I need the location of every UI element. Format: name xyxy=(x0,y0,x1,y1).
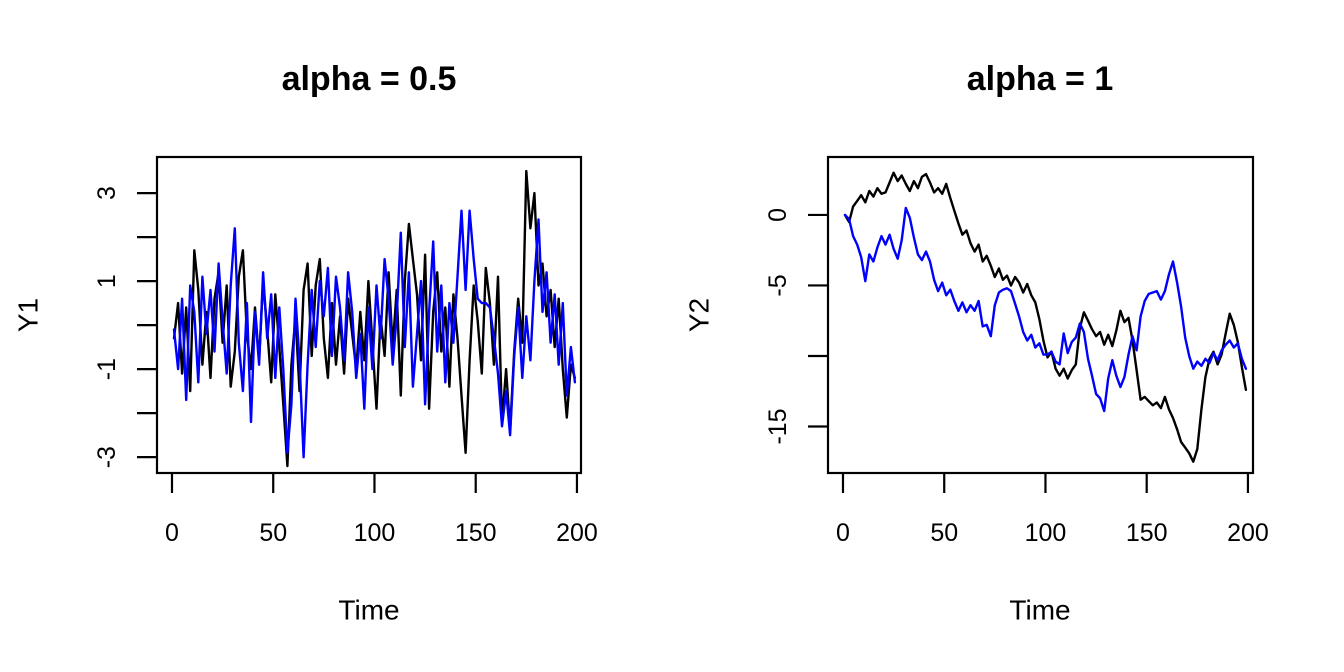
x-axis-ticks: 0 50 100 150 200 xyxy=(165,473,598,547)
x-tick-label: 0 xyxy=(165,519,179,547)
y-tick-label: -15 xyxy=(764,408,792,444)
series-blue xyxy=(843,206,1248,413)
x-axis-ticks: 0 50 100 150 200 xyxy=(836,473,1269,547)
x-tick-label: 200 xyxy=(556,519,598,547)
series-blue xyxy=(172,209,577,459)
plot-box xyxy=(826,155,1255,475)
x-tick-label: 100 xyxy=(1025,519,1067,547)
x-tick-label: 150 xyxy=(1126,519,1168,547)
plot-box xyxy=(155,155,583,475)
y-tick-label: 1 xyxy=(93,274,121,288)
y-tick-label: -1 xyxy=(93,358,121,380)
y-tick-label: -3 xyxy=(93,446,121,468)
x-tick-label: 100 xyxy=(354,519,396,547)
x-axis-title: Time xyxy=(1009,595,1070,626)
y-axis-ticks: 3 1 -1 -3 xyxy=(93,186,157,468)
x-axis-title: Time xyxy=(338,595,399,626)
y-tick-label: 3 xyxy=(93,186,121,200)
panel-title: alpha = 0.5 xyxy=(282,60,457,98)
panel-alpha-0.5: alpha = 0.5 Time Y1 0 50 100 150 200 3 1 -1 -3 xyxy=(13,60,598,626)
x-tick-label: 0 xyxy=(836,519,850,547)
x-tick-label: 200 xyxy=(1227,519,1269,547)
y-axis-title: Y1 xyxy=(13,298,44,332)
y-axis-ticks: 0 -5 -15 xyxy=(764,208,828,445)
panel-title: alpha = 1 xyxy=(967,60,1113,98)
y-tick-label: 0 xyxy=(764,208,792,222)
x-tick-label: 50 xyxy=(259,519,287,547)
panel-alpha-1: alpha = 1 Time Y2 0 50 100 150 200 0 -5 -15 xyxy=(684,60,1269,626)
x-tick-label: 50 xyxy=(930,519,958,547)
x-tick-label: 150 xyxy=(455,519,497,547)
y-axis-title: Y2 xyxy=(684,298,715,332)
y-tick-label: -5 xyxy=(764,274,792,296)
series-black xyxy=(843,171,1248,463)
